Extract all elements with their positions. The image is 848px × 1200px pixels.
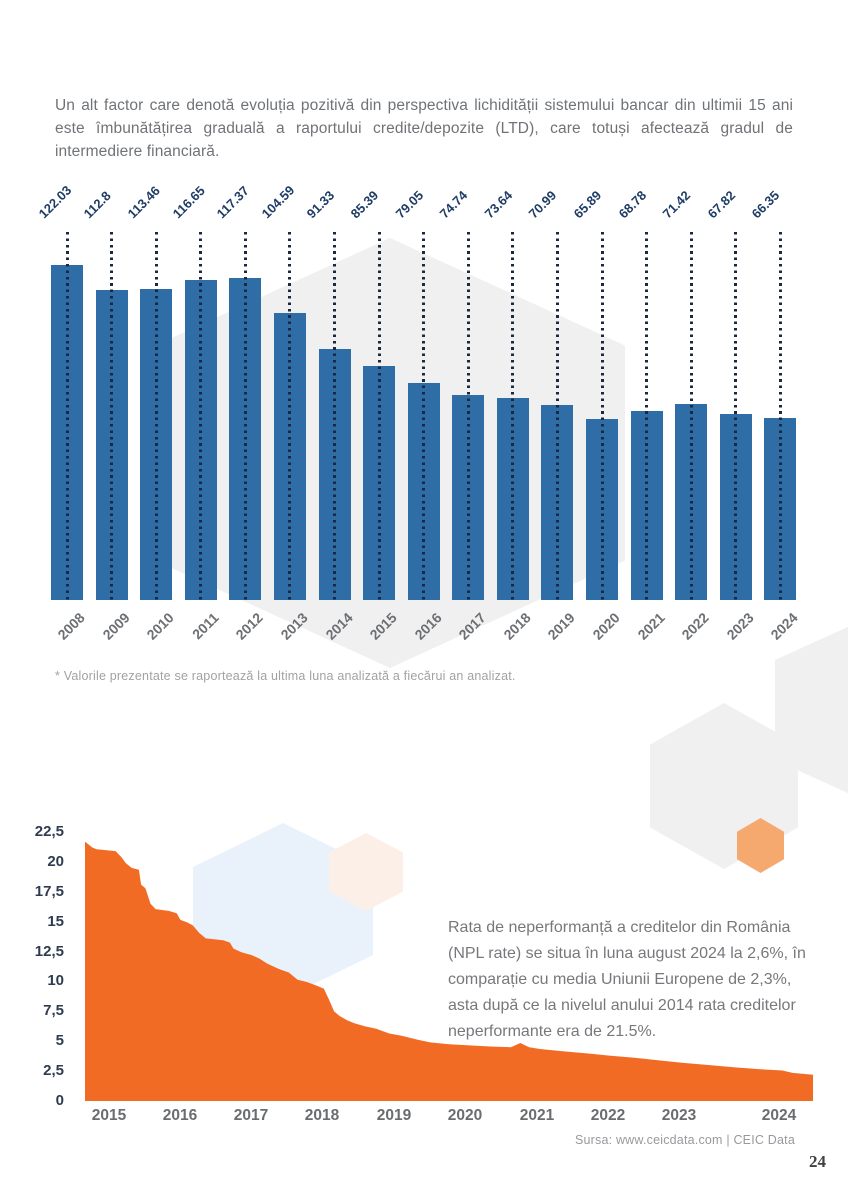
ltd-leader-dotted-line — [511, 232, 515, 600]
npl-area-chart — [85, 841, 813, 1101]
npl-y-tick-label: 22,5 — [34, 823, 64, 840]
npl-area-shape — [85, 841, 813, 1101]
ltd-leader-dotted-line — [333, 232, 337, 600]
npl-x-tick-label: 2017 — [233, 1107, 269, 1124]
ltd-value-label: 73.64 — [481, 187, 516, 222]
hexagon-decoration-orange — [737, 818, 784, 873]
ltd-leader-dotted-line — [734, 232, 738, 600]
chart-footnote: * Valorile prezentate se raportează la u… — [55, 669, 516, 683]
ltd-value-label: 79.05 — [392, 187, 426, 222]
ltd-value-label: 66.35 — [749, 187, 783, 222]
ltd-leader-dotted-line — [689, 232, 693, 600]
npl-x-tick-label: 2021 — [519, 1107, 555, 1124]
npl-x-tick-label: 2016 — [162, 1107, 198, 1124]
npl-y-tick-label: 15 — [47, 912, 64, 930]
npl-x-tick-label: 2018 — [304, 1107, 340, 1124]
ltd-bar-chart: 122.03 2008 112.8 2009 113.46 2010 116.65 2011 1… — [36, 182, 802, 642]
ltd-value-label: 67.82 — [704, 187, 739, 222]
ltd-leader-dotted-line — [422, 232, 426, 600]
ltd-value-label: 65.89 — [570, 187, 605, 222]
npl-y-tick-label: 2,5 — [43, 1062, 64, 1080]
ltd-leader-dotted-line — [199, 232, 203, 600]
npl-y-tick-label: 10 — [47, 972, 64, 990]
ltd-leader-dotted-line — [600, 232, 604, 600]
ltd-value-label: 71.42 — [659, 187, 694, 222]
npl-x-tick-label: 2020 — [447, 1107, 483, 1124]
npl-y-tick-label: 5 — [55, 1032, 64, 1050]
npl-commentary: Rata de neperformanță a creditelor din R… — [448, 919, 806, 1040]
ltd-leader-dotted-line — [466, 232, 470, 600]
ltd-value-label: 70.99 — [526, 187, 560, 222]
ltd-value-label: 68.78 — [615, 187, 649, 222]
ltd-leader-dotted-line — [778, 232, 782, 600]
npl-y-tick-label: 12,5 — [34, 942, 64, 960]
ltd-leader-dotted-line — [645, 232, 649, 600]
ltd-leader-dotted-line — [154, 232, 158, 600]
npl-y-tick-label: 20 — [47, 852, 64, 870]
npl-y-tick-label: 7,5 — [43, 1002, 64, 1020]
intro-paragraph: Un alt factor care denotă evoluția pozit… — [55, 96, 793, 160]
npl-y-tick-label: 17,5 — [34, 882, 64, 900]
hexagon-decoration-pink — [329, 833, 403, 911]
ltd-value-label: 85.39 — [347, 187, 382, 222]
npl-x-tick-label: 2015 — [91, 1107, 127, 1124]
ltd-value-label: 74.74 — [436, 187, 471, 222]
npl-y-tick-label: 0 — [55, 1092, 64, 1109]
npl-x-tick-label: 2023 — [661, 1107, 697, 1124]
ltd-value-label: 112.8 — [80, 188, 114, 222]
npl-x-tick-label: 2019 — [376, 1107, 412, 1124]
ltd-leader-dotted-line — [555, 232, 559, 600]
ltd-leader-dotted-line — [288, 232, 292, 600]
page-number: 24 — [809, 1152, 826, 1171]
npl-x-tick-label: 2022 — [590, 1107, 626, 1124]
ltd-leader-dotted-line — [377, 232, 381, 600]
ltd-leader-dotted-line — [110, 232, 114, 600]
ltd-leader-dotted-line — [243, 232, 247, 600]
ltd-value-label: 91.33 — [303, 187, 337, 222]
ltd-leader-dotted-line — [65, 232, 69, 600]
npl-x-tick-label: 2024 — [761, 1107, 797, 1124]
source-line: Sursa: www.ceicdata.com | CEIC Data — [574, 1133, 795, 1147]
